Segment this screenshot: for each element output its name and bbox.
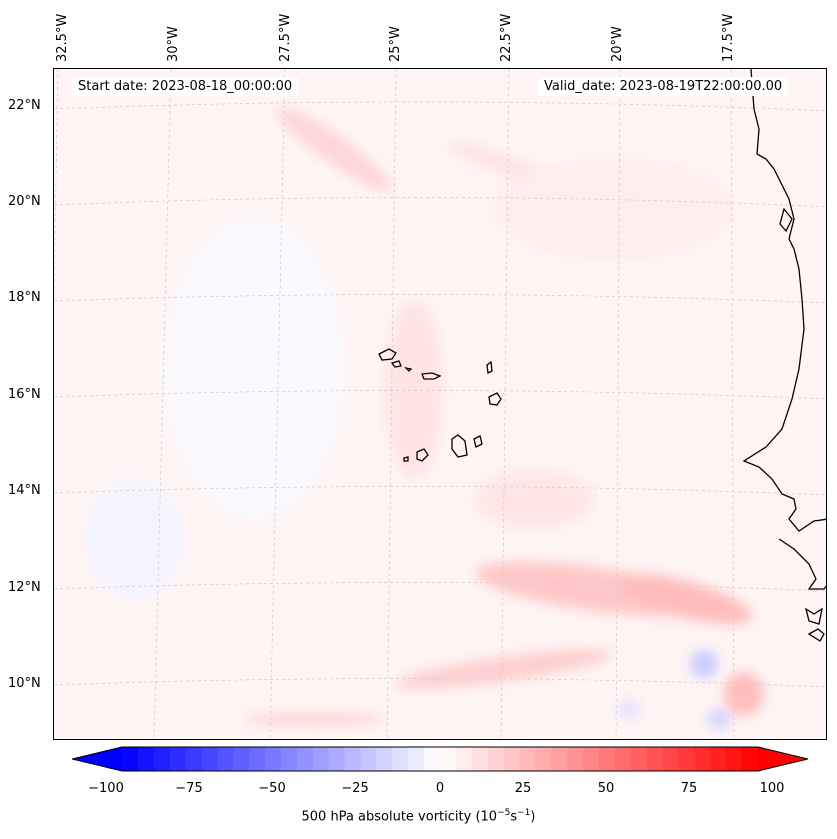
colorbar-cell: [169, 747, 187, 771]
lat-label: 12°N: [8, 580, 41, 595]
lat-label: 22°N: [8, 98, 41, 113]
colorbar-cell: [726, 747, 743, 771]
colorbar-cell: [614, 747, 632, 771]
colorbar: [72, 746, 808, 772]
colorbar-cell: [551, 747, 568, 771]
colorbar-cell: [519, 747, 536, 771]
colorbar-cell: [265, 747, 282, 771]
colorbar-cell: [360, 747, 377, 771]
colorbar-cells: [122, 747, 759, 771]
colorbar-cell: [662, 747, 679, 771]
colorbar-cell: [440, 747, 457, 771]
colorbar-label-text: 500 hPa absolute vorticity (10: [301, 809, 498, 825]
colorbar-cell: [535, 747, 552, 771]
colorbar-cell: [408, 747, 425, 771]
colorbar-label-exp: −5: [497, 808, 511, 818]
colorbar-label-close: ): [530, 809, 536, 825]
lon-label: 32.5°W: [55, 13, 70, 62]
colorbar-cell: [710, 747, 727, 771]
lon-label: 30°W: [166, 26, 181, 62]
colorbar-tick: 75: [680, 781, 698, 796]
colorbar-cell: [503, 747, 520, 771]
lon-label: 22.5°W: [499, 13, 514, 62]
colorbar-cell: [376, 747, 393, 771]
lon-label: 17.5°W: [721, 13, 736, 62]
colorbar-cell: [424, 747, 441, 771]
colorbar-cell: [487, 747, 505, 771]
colorbar-cell: [471, 747, 489, 771]
map-area[interactable]: [53, 68, 827, 740]
colorbar-cell: [122, 747, 139, 771]
colorbar-label-exp: −1: [517, 808, 531, 818]
colorbar-tick: −50: [258, 781, 286, 796]
colorbar-cell: [392, 747, 409, 771]
coastline: [378, 69, 826, 642]
colorbar-tick: 25: [514, 781, 532, 796]
colorbar-cell: [583, 747, 600, 771]
colorbar-tick: −25: [341, 781, 369, 796]
lat-label: 16°N: [8, 387, 41, 402]
colorbar-outline: [72, 746, 808, 772]
colorbar-cell: [630, 747, 648, 771]
colorbar-cell: [296, 747, 314, 771]
colorbar-max-arrow: [758, 747, 808, 771]
colorbar-cell: [567, 747, 584, 771]
colorbar-cell: [217, 747, 234, 771]
colorbar-cell: [742, 747, 759, 771]
lat-label: 14°N: [8, 483, 41, 498]
colorbar-cell: [678, 747, 695, 771]
colorbar-tick: 50: [597, 781, 615, 796]
graticule: [54, 69, 826, 739]
colorbar-cell: [233, 747, 250, 771]
lat-label: 10°N: [8, 676, 41, 691]
colorbar-cell: [249, 747, 266, 771]
colorbar-cell: [328, 747, 346, 771]
start-date-label: Start date: 2023-08-18_00:00:00: [72, 77, 299, 96]
lat-label: 18°N: [8, 290, 41, 305]
colorbar-cell: [599, 747, 616, 771]
colorbar-label: 500 hPa absolute vorticity (10−5s−1): [0, 808, 837, 824]
lon-label: 25°W: [388, 26, 403, 62]
colorbar-cell: [646, 747, 664, 771]
colorbar-cell: [281, 747, 298, 771]
vorticity-map: [54, 69, 826, 739]
colorbar-tick: −75: [175, 781, 203, 796]
colorbar-cell: [137, 747, 155, 771]
colorbar-tick: 0: [435, 781, 445, 796]
valid-date-label: Valid_date: 2023-08-19T22:00:00.00: [538, 77, 789, 96]
colorbar-min-arrow: [72, 747, 122, 771]
colorbar-cell: [312, 747, 330, 771]
colorbar-cell: [344, 747, 361, 771]
colorbar-cell: [153, 747, 171, 771]
colorbar-cell: [185, 747, 202, 771]
colorbar-label-unit: s: [510, 809, 518, 825]
colorbar-tick: 100: [759, 781, 785, 796]
colorbar-cell: [455, 747, 473, 771]
lat-label: 20°N: [8, 194, 41, 209]
colorbar-cell: [694, 747, 711, 771]
colorbar-cell: [201, 747, 218, 771]
lon-label: 27.5°W: [278, 13, 293, 62]
lon-label: 20°W: [610, 26, 625, 62]
colorbar-tick: −100: [88, 781, 124, 796]
